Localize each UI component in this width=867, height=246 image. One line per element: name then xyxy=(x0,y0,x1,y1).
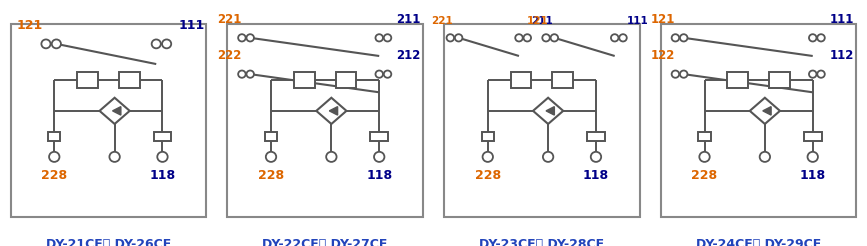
Text: 111: 111 xyxy=(627,16,649,26)
Circle shape xyxy=(818,34,825,42)
Bar xyxy=(265,132,277,141)
Circle shape xyxy=(326,152,336,162)
Circle shape xyxy=(162,39,171,48)
Polygon shape xyxy=(546,107,554,115)
Circle shape xyxy=(109,152,120,162)
Polygon shape xyxy=(763,107,771,115)
Polygon shape xyxy=(329,107,337,115)
Circle shape xyxy=(680,34,688,42)
Circle shape xyxy=(672,71,679,78)
Text: 121: 121 xyxy=(527,16,549,26)
Circle shape xyxy=(809,71,817,78)
Circle shape xyxy=(42,39,50,48)
Circle shape xyxy=(483,152,493,162)
Bar xyxy=(587,132,605,141)
Bar xyxy=(119,72,140,88)
Circle shape xyxy=(590,152,601,162)
Text: 111: 111 xyxy=(830,13,854,26)
Circle shape xyxy=(455,34,462,42)
Polygon shape xyxy=(750,98,780,124)
Circle shape xyxy=(375,34,383,42)
Bar xyxy=(552,72,573,88)
Circle shape xyxy=(672,34,679,42)
Bar xyxy=(49,132,61,141)
Circle shape xyxy=(515,34,523,42)
Circle shape xyxy=(542,34,550,42)
Circle shape xyxy=(818,71,825,78)
Bar xyxy=(699,132,711,141)
Polygon shape xyxy=(100,98,130,124)
Circle shape xyxy=(157,152,167,162)
Text: 228: 228 xyxy=(42,169,68,182)
Bar xyxy=(336,72,356,88)
Bar xyxy=(727,72,748,88)
Bar xyxy=(804,132,822,141)
Text: 118: 118 xyxy=(366,169,392,182)
Text: 228: 228 xyxy=(258,169,284,182)
Circle shape xyxy=(700,152,710,162)
Text: 211: 211 xyxy=(531,16,553,26)
Circle shape xyxy=(551,34,558,42)
Circle shape xyxy=(809,34,817,42)
Circle shape xyxy=(238,71,245,78)
Bar xyxy=(769,72,790,88)
Text: 122: 122 xyxy=(651,49,675,62)
Bar xyxy=(153,132,172,141)
Text: 228: 228 xyxy=(475,169,501,182)
Circle shape xyxy=(374,152,384,162)
Text: 112: 112 xyxy=(830,49,854,62)
Text: DY-23CE， DY-28CE: DY-23CE， DY-28CE xyxy=(479,238,604,246)
Circle shape xyxy=(447,34,454,42)
Circle shape xyxy=(375,71,383,78)
Polygon shape xyxy=(316,98,347,124)
Circle shape xyxy=(52,39,61,48)
Polygon shape xyxy=(113,107,121,115)
Circle shape xyxy=(49,152,60,162)
Circle shape xyxy=(246,71,254,78)
Text: 211: 211 xyxy=(396,13,420,26)
Text: 221: 221 xyxy=(218,13,242,26)
Text: 121: 121 xyxy=(16,19,42,32)
Circle shape xyxy=(152,39,160,48)
Text: 222: 222 xyxy=(218,49,242,62)
Text: 212: 212 xyxy=(396,49,420,62)
Bar xyxy=(370,132,388,141)
Circle shape xyxy=(246,34,254,42)
Text: 121: 121 xyxy=(651,13,675,26)
Circle shape xyxy=(680,71,688,78)
Polygon shape xyxy=(533,98,564,124)
Bar xyxy=(294,72,315,88)
Bar xyxy=(511,72,531,88)
Text: 228: 228 xyxy=(692,169,718,182)
Text: 118: 118 xyxy=(799,169,825,182)
Circle shape xyxy=(619,34,627,42)
Text: DY-21CE， DY-26CE: DY-21CE， DY-26CE xyxy=(46,238,171,246)
Text: 118: 118 xyxy=(149,169,175,182)
Text: 118: 118 xyxy=(583,169,609,182)
Circle shape xyxy=(238,34,245,42)
Text: 111: 111 xyxy=(179,19,205,32)
Bar xyxy=(482,132,494,141)
Circle shape xyxy=(759,152,770,162)
Circle shape xyxy=(543,152,553,162)
Circle shape xyxy=(807,152,818,162)
Text: 221: 221 xyxy=(431,16,453,26)
Text: DY-24CE， DY-29CE: DY-24CE， DY-29CE xyxy=(696,238,821,246)
Circle shape xyxy=(384,34,391,42)
Circle shape xyxy=(524,34,531,42)
Text: DY-22CE， DY-27CE: DY-22CE， DY-27CE xyxy=(263,238,388,246)
Bar xyxy=(77,72,98,88)
Circle shape xyxy=(266,152,277,162)
Circle shape xyxy=(611,34,618,42)
Circle shape xyxy=(384,71,391,78)
